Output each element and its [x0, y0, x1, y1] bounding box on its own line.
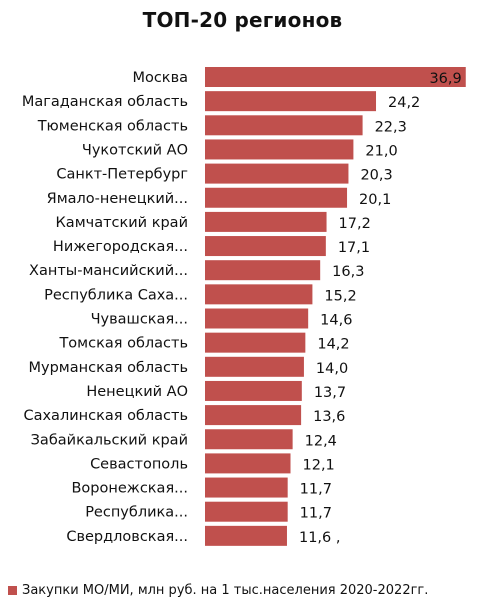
category-label: Мурманская область: [29, 360, 188, 376]
value-label: 16,3: [332, 264, 364, 280]
category-label: Москва: [132, 70, 188, 86]
bar: [205, 501, 288, 522]
value-label: 20,3: [360, 168, 392, 184]
bar: [205, 525, 287, 546]
value-label: 17,2: [339, 216, 371, 232]
bar: [205, 67, 466, 87]
bar: [205, 477, 288, 498]
category-label: Забайкальский край: [31, 432, 188, 448]
legend: Закупки МО/МИ, млн руб. на 1 тыс.населен…: [8, 583, 428, 598]
bar: [205, 356, 304, 377]
category-label: Камчатский край: [56, 215, 188, 231]
value-label: 36,9: [429, 71, 461, 87]
bar: [205, 405, 302, 426]
value-label: 17,1: [338, 240, 370, 256]
category-label: Ненецкий АО: [86, 384, 188, 400]
category-label: Севастополь: [90, 456, 188, 472]
bar: [205, 115, 363, 136]
value-label: 22,3: [375, 119, 407, 135]
category-label: Чувашская...: [91, 312, 188, 328]
category-label: Тюменская область: [37, 118, 188, 134]
value-label: 20,1: [359, 192, 391, 208]
category-label: Томская область: [58, 336, 188, 352]
value-label: 11,7: [300, 506, 332, 522]
value-label: 13,6: [313, 409, 345, 425]
bar: [205, 453, 291, 474]
bar: [205, 429, 293, 450]
category-label: Воронежская...: [71, 481, 188, 497]
bar: [205, 380, 302, 401]
category-label: Республика...: [85, 505, 188, 521]
value-label: 14,2: [317, 337, 349, 353]
bar: [205, 163, 349, 184]
category-label: Магаданская область: [22, 94, 188, 110]
bar: [205, 308, 309, 329]
value-label: 11,7: [300, 482, 332, 498]
value-label: 13,7: [314, 385, 346, 401]
category-label: Санкт-Петербург: [56, 167, 188, 183]
category-label: Республика Саха...: [44, 287, 188, 303]
value-label: 12,1: [303, 457, 335, 473]
value-label: 14,0: [316, 361, 348, 377]
bar: [205, 236, 326, 257]
value-label: 12,4: [305, 433, 337, 449]
category-label: Чукотский АО: [82, 142, 188, 158]
value-label: 24,2: [388, 95, 420, 111]
chart-title: ТОП-20 регионов: [142, 8, 343, 32]
bar: [205, 211, 327, 232]
bar: [205, 139, 354, 160]
legend-swatch: [8, 586, 17, 595]
bar: [205, 187, 348, 208]
value-label: 21,0: [365, 143, 397, 159]
bar: [205, 284, 313, 305]
category-label: Нижегородская...: [53, 239, 188, 255]
value-label: 11,6 ,: [299, 530, 341, 546]
bar: [205, 260, 321, 281]
category-label: Свердловская...: [66, 529, 188, 545]
value-label: 14,6: [320, 313, 352, 329]
value-label: 15,2: [324, 288, 356, 304]
legend-label: Закупки МО/МИ, млн руб. на 1 тыс.населен…: [22, 583, 429, 598]
category-label: Ямало-ненецкий...: [47, 191, 188, 207]
category-label: Сахалинская область: [23, 408, 188, 424]
bar: [205, 332, 306, 353]
category-label: Ханты-мансийский...: [29, 263, 188, 279]
bar: [205, 91, 377, 112]
